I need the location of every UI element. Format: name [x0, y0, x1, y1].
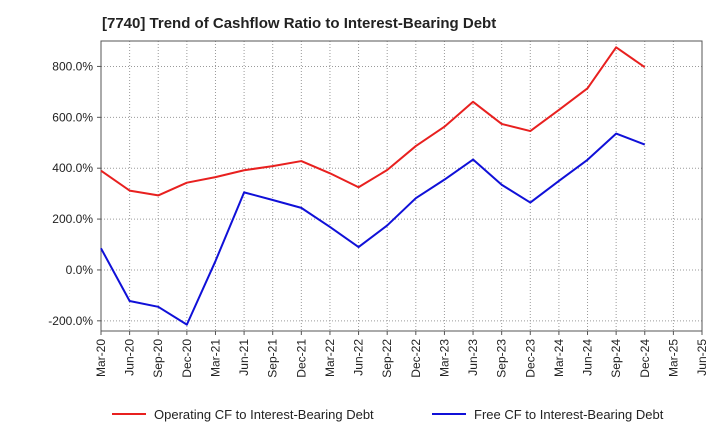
x-tick-label: Dec-23	[523, 339, 537, 378]
x-tick-label: Sep-23	[495, 339, 509, 378]
x-tick-label: Jun-22	[352, 339, 366, 376]
x-tick-label: Sep-21	[266, 339, 280, 378]
series-line-free-cf	[100, 132, 646, 326]
x-axis: Mar-20 Jun-20 Sep-20 Dec-20 Mar-21 Jun-21 Sep-…	[94, 331, 709, 378]
x-tick-label: Mar-24	[552, 339, 566, 377]
legend: Operating CF to Interest-Bearing Debt Fre…	[112, 407, 664, 422]
x-tick-label: Dec-20	[180, 339, 194, 378]
y-tick-label: -200.0%	[48, 314, 93, 328]
x-tick-label: Jun-25	[695, 339, 709, 376]
y-tick-label: 200.0%	[52, 212, 93, 226]
legend-label: Operating CF to Interest-Bearing Debt	[154, 407, 374, 422]
x-tick-label: Jun-23	[466, 339, 480, 376]
x-tick-label: Dec-21	[294, 339, 308, 378]
x-tick-label: Dec-22	[409, 339, 423, 378]
x-tick-label: Sep-24	[609, 339, 623, 378]
x-tick-label: Sep-22	[380, 339, 394, 378]
y-tick-label: 400.0%	[52, 161, 93, 175]
y-tick-label: 0.0%	[66, 263, 94, 277]
x-tick-label: Dec-24	[638, 339, 652, 378]
x-tick-label: Mar-21	[208, 339, 222, 377]
legend-label: Free CF to Interest-Bearing Debt	[474, 407, 664, 422]
y-tick-label: 800.0%	[52, 59, 93, 73]
chart-title: [7740] Trend of Cashflow Ratio to Intere…	[102, 15, 497, 32]
x-tick-label: Mar-20	[94, 339, 108, 377]
x-tick-label: Sep-20	[151, 339, 165, 378]
x-tick-label: Jun-21	[237, 339, 251, 376]
plot-area	[100, 40, 703, 332]
x-tick-label: Mar-22	[323, 339, 337, 377]
grid-lines	[101, 41, 702, 331]
y-tick-label: 600.0%	[52, 110, 93, 124]
x-tick-label: Jun-20	[123, 339, 137, 376]
y-axis: -200.0% 0.0% 200.0% 400.0% 600.0% 800.0%	[48, 59, 101, 328]
x-tick-label: Mar-25	[666, 339, 680, 377]
series-lines	[100, 46, 646, 326]
series-line-operating-cf	[100, 46, 646, 197]
x-tick-label: Jun-24	[581, 339, 595, 376]
x-tick-label: Mar-23	[437, 339, 451, 377]
